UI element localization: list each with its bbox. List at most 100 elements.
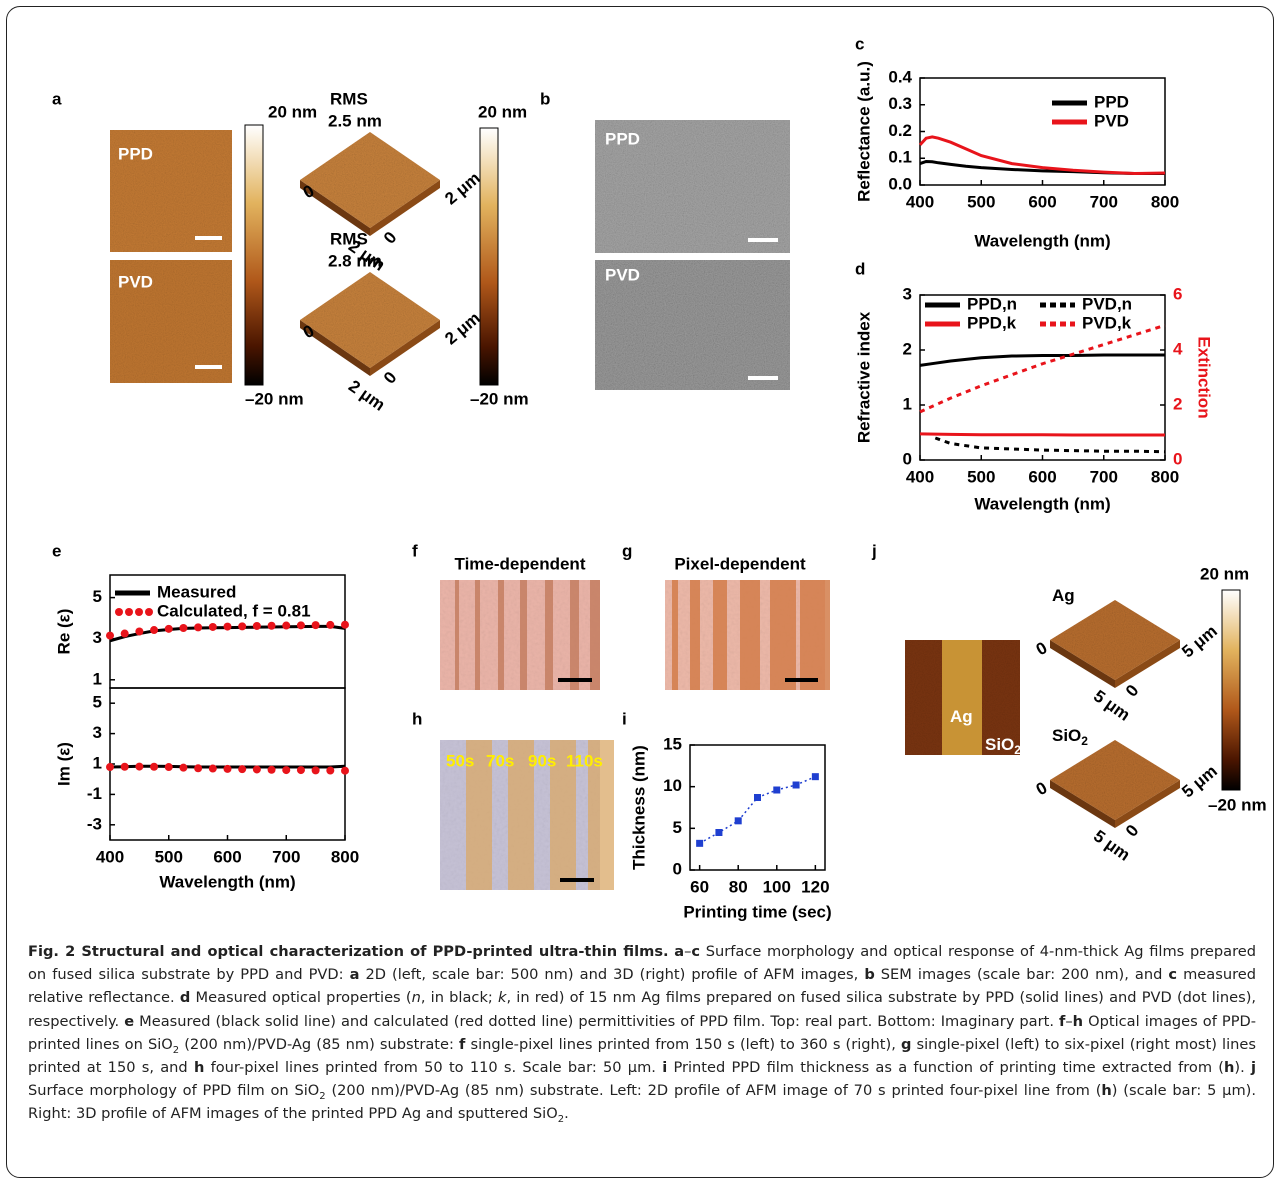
- data-point: [208, 764, 217, 773]
- x-tick-label: 800: [1151, 467, 1179, 486]
- label: 0: [380, 368, 401, 387]
- y2-tick-label: 2: [1173, 394, 1182, 413]
- caption-run: a: [674, 943, 685, 960]
- data-point: [734, 817, 742, 825]
- x-axis-label: Wavelength (nm): [974, 231, 1110, 250]
- caption-run: –: [684, 943, 692, 960]
- panel-label: g: [622, 541, 632, 560]
- legend-label: PVD,n: [1082, 294, 1132, 313]
- stripe: [942, 640, 982, 755]
- data-point: [326, 766, 335, 775]
- y-tick-label: 3: [903, 284, 912, 303]
- caption-run: 2: [557, 1114, 565, 1126]
- label: Ag: [1052, 586, 1075, 605]
- plot-frame: [689, 744, 826, 871]
- legend-label: PVD,k: [1082, 313, 1132, 332]
- label: Ag: [950, 707, 973, 726]
- surface-side: [1115, 640, 1180, 688]
- data-line: [919, 323, 1166, 414]
- caption-run: 2D (left, scale bar: 500 nm) and 3D (rig…: [359, 966, 865, 984]
- y-tick-label: 0.3: [888, 94, 912, 113]
- caption-run: 2: [172, 1044, 180, 1056]
- x-tick-label: 800: [331, 847, 359, 866]
- stripe: [800, 580, 830, 690]
- caption-run: k: [498, 989, 507, 1007]
- data-point: [811, 773, 819, 781]
- x-tick-label: 500: [967, 467, 995, 486]
- y-tick-label: 15: [663, 734, 682, 753]
- y-tick-label: 0.2: [888, 121, 912, 140]
- caption-run: g: [900, 1035, 912, 1053]
- data-point: [223, 622, 232, 631]
- y-axis-label: Thickness (nm): [629, 745, 648, 870]
- stripe: [590, 580, 600, 690]
- label-text: Ag: [950, 707, 973, 726]
- legend-swatch: [115, 608, 123, 616]
- caption-run: measured relative reflectance.: [28, 966, 1257, 1007]
- label: 2 μm: [345, 376, 388, 414]
- data-point: [150, 626, 159, 635]
- image-texture: [595, 260, 790, 390]
- legend-label: PPD,k: [967, 313, 1017, 332]
- label: 5 μm: [1178, 621, 1221, 661]
- label: 90s: [528, 751, 556, 770]
- panel-label: e: [52, 541, 61, 560]
- caption-run: 2: [319, 1091, 326, 1103]
- caption-run: h: [1224, 1059, 1235, 1077]
- legend-label: Calculated, f = 0.81: [157, 601, 311, 620]
- x-axis-label: Printing time (sec): [683, 902, 831, 921]
- caption-run: i: [662, 1059, 668, 1077]
- label-subscript: 2: [1014, 743, 1021, 757]
- x-tick-label: 400: [96, 847, 124, 866]
- label: RMS: [330, 229, 368, 248]
- label: Pixel-dependent: [674, 554, 806, 573]
- data-point: [164, 624, 173, 633]
- caption-run: .: [564, 1105, 569, 1123]
- data-line: [918, 135, 1166, 175]
- caption-run: (200 nm)/PVD-Ag (85 nm) substrate. Left:…: [325, 1082, 1102, 1100]
- data-point: [194, 623, 203, 632]
- data-line: [919, 432, 1165, 437]
- label: 0: [1033, 778, 1051, 799]
- label: 2 μm: [441, 168, 484, 208]
- label: 110s: [566, 751, 603, 770]
- x-tick-label: 120: [801, 877, 829, 896]
- panel-label: j: [871, 541, 877, 560]
- caption-run: Printed PPD film thickness as a function…: [667, 1059, 1224, 1077]
- data-point: [106, 631, 114, 640]
- stripe: [466, 740, 492, 890]
- legend-swatch: [145, 608, 153, 616]
- label: –20 nm: [245, 389, 304, 408]
- y-tick-label: -1: [87, 784, 102, 803]
- surface-side: [370, 320, 440, 376]
- caption-run: Measured optical properties (: [190, 989, 412, 1007]
- y2-tick-label: 0: [1173, 449, 1182, 468]
- x-tick-label: 700: [1090, 467, 1118, 486]
- caption-run: h: [1072, 1012, 1084, 1030]
- caption-run: four-pixel lines printed from 50 to 110 …: [204, 1059, 663, 1077]
- y2-tick-label: 6: [1173, 284, 1182, 303]
- y-tick-label: 0.1: [888, 148, 912, 167]
- label: PPD: [118, 144, 153, 163]
- caption-run: Fig. 2 Structural and optical characteri…: [28, 943, 669, 960]
- y2-axis-label: Extinction: [1195, 336, 1214, 418]
- caption-run: , in red) of 15 nm Ag films prepared on …: [28, 989, 1257, 1030]
- caption-run: ).: [1234, 1059, 1251, 1077]
- caption-run: (200 nm)/PVD-Ag (85 nm) substrate:: [179, 1035, 460, 1053]
- label: RMS: [330, 89, 368, 108]
- data-line: [919, 353, 1165, 367]
- y-tick-label: 1: [93, 753, 102, 772]
- y-tick-label: 0: [903, 449, 912, 468]
- label: PPD: [605, 129, 640, 148]
- stripe: [550, 740, 576, 890]
- caption-run: e: [124, 1012, 135, 1030]
- x-tick-label: 100: [763, 877, 791, 896]
- legend-swatch: [125, 608, 133, 616]
- data-point: [311, 621, 320, 630]
- y-tick-label: 0.0: [888, 174, 912, 193]
- data-point: [120, 762, 129, 771]
- surface-side: [1050, 640, 1115, 688]
- x-tick-label: 500: [155, 847, 183, 866]
- surface-texture: [1050, 600, 1180, 680]
